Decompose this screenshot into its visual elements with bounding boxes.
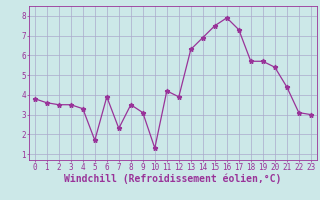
X-axis label: Windchill (Refroidissement éolien,°C): Windchill (Refroidissement éolien,°C) [64,173,282,184]
